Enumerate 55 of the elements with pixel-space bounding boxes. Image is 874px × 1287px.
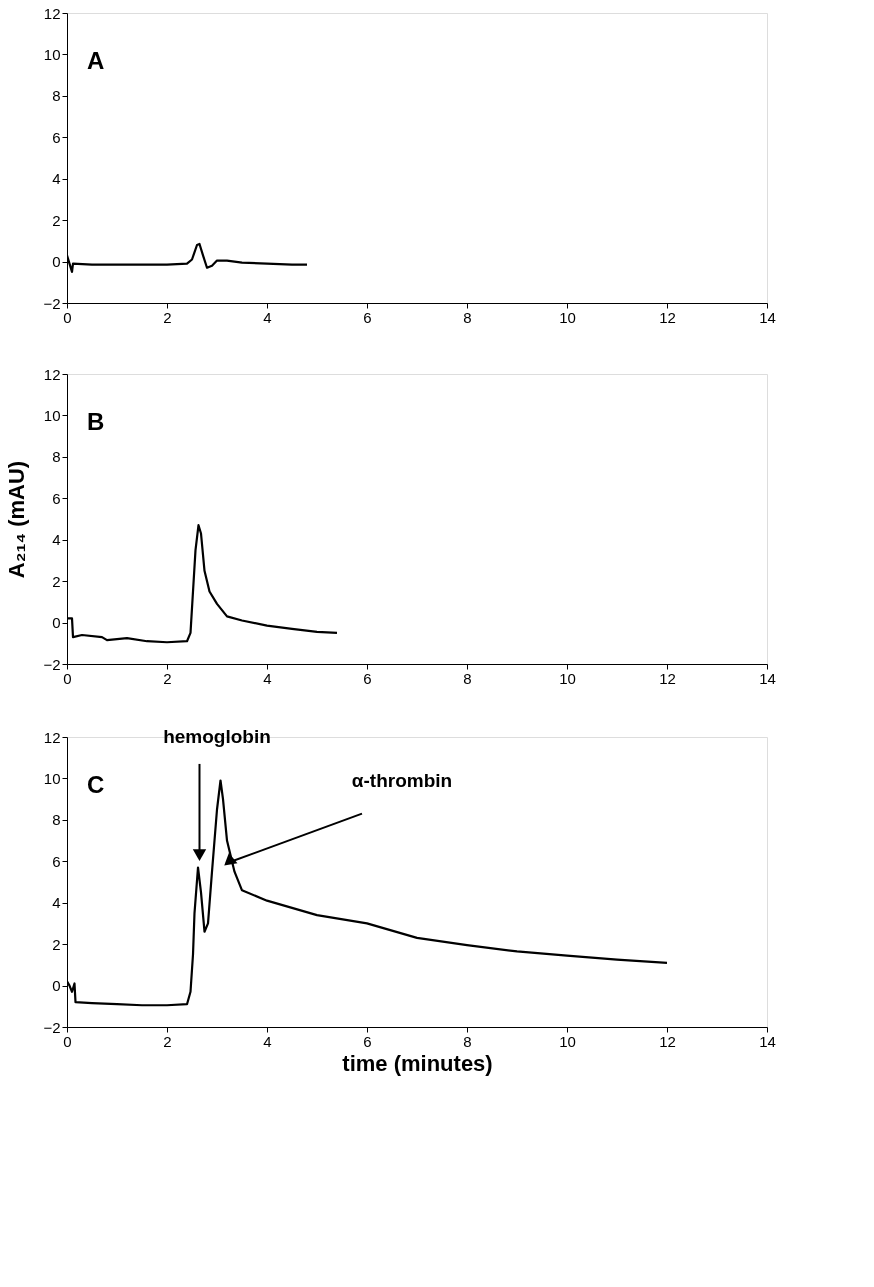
x-tick-label: 0 bbox=[63, 669, 72, 687]
x-tick-label: 6 bbox=[363, 1032, 372, 1050]
y-tick-label: 2 bbox=[52, 211, 61, 229]
y-tick-label: 6 bbox=[52, 128, 61, 146]
annotation: C bbox=[87, 771, 105, 799]
x-tick-label: 2 bbox=[163, 308, 172, 326]
x-tick-label: 14 bbox=[759, 669, 776, 687]
y-tick-label: 10 bbox=[43, 769, 61, 787]
y-tick-label: 4 bbox=[52, 170, 61, 188]
annotation: A bbox=[87, 47, 105, 75]
y-tick-label: 6 bbox=[52, 852, 61, 870]
y-tick-label: 10 bbox=[43, 45, 61, 63]
x-tick-label: 2 bbox=[163, 669, 172, 687]
annotation: α-thrombin bbox=[351, 769, 453, 791]
y-tick-label: 12 bbox=[43, 365, 61, 383]
y-tick-label: 10 bbox=[43, 406, 61, 424]
y-tick-label: −2 bbox=[43, 1018, 61, 1036]
x-tick-label: 12 bbox=[659, 669, 676, 687]
y-tick-label: 4 bbox=[52, 531, 61, 549]
x-tick-label: 12 bbox=[659, 308, 676, 326]
x-tick-label: 4 bbox=[263, 308, 272, 326]
y-tick-label: 8 bbox=[52, 811, 61, 829]
y-tick-label: −2 bbox=[43, 655, 61, 673]
x-tick-label: 10 bbox=[559, 669, 576, 687]
y-tick-label: 6 bbox=[52, 489, 61, 507]
x-tick-label: 14 bbox=[759, 308, 776, 326]
annotation: hemoglobin bbox=[163, 726, 271, 748]
x-tick-label: 6 bbox=[363, 308, 372, 326]
y-tick-label: 4 bbox=[52, 894, 61, 912]
y-tick-label: 0 bbox=[52, 614, 61, 632]
y-axis-title: A₂₁₄ (mAU) bbox=[4, 460, 30, 579]
x-tick-label: 8 bbox=[463, 669, 472, 687]
x-tick-label: 4 bbox=[263, 1032, 272, 1050]
x-tick-label: 6 bbox=[363, 669, 372, 687]
x-tick-label: 10 bbox=[559, 1032, 576, 1050]
x-tick-label: 0 bbox=[63, 1032, 72, 1050]
x-tick-label: 14 bbox=[759, 1032, 776, 1050]
x-tick-label: 10 bbox=[559, 308, 576, 326]
x-axis-title: time (minutes) bbox=[342, 1050, 493, 1076]
x-tick-label: 4 bbox=[263, 669, 272, 687]
annotation: B bbox=[87, 408, 105, 436]
y-tick-label: 0 bbox=[52, 253, 61, 271]
y-tick-label: 2 bbox=[52, 572, 61, 590]
y-tick-label: 2 bbox=[52, 935, 61, 953]
x-tick-label: 12 bbox=[659, 1032, 676, 1050]
x-tick-label: 8 bbox=[463, 308, 472, 326]
y-tick-label: 8 bbox=[52, 87, 61, 105]
y-tick-label: 8 bbox=[52, 448, 61, 466]
y-tick-label: 12 bbox=[43, 728, 61, 746]
y-tick-label: 12 bbox=[43, 4, 61, 22]
y-tick-label: −2 bbox=[43, 294, 61, 312]
x-tick-label: 8 bbox=[463, 1032, 472, 1050]
x-tick-label: 0 bbox=[63, 308, 72, 326]
x-tick-label: 2 bbox=[163, 1032, 172, 1050]
y-tick-label: 0 bbox=[52, 977, 61, 995]
